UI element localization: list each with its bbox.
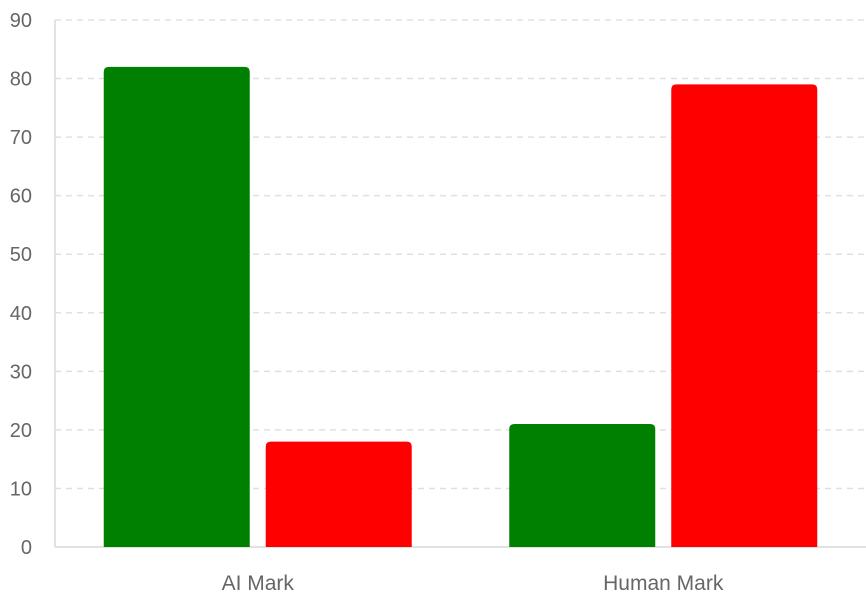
bar-ai-mark-series-2 bbox=[265, 441, 412, 547]
y-tick-label: 60 bbox=[10, 186, 32, 208]
y-tick-label: 10 bbox=[10, 478, 32, 500]
y-tick-label: 70 bbox=[10, 127, 32, 149]
bar-ai-mark-series-1 bbox=[103, 66, 250, 547]
y-axis-tick-labels: 0 10 20 30 40 50 60 70 80 90 bbox=[10, 10, 32, 559]
bars bbox=[103, 66, 818, 548]
y-tick-label: 30 bbox=[10, 361, 32, 383]
x-category-label: AI Mark bbox=[222, 572, 295, 595]
y-tick-label: 50 bbox=[10, 244, 32, 266]
y-tick-label: 20 bbox=[10, 420, 32, 442]
x-axis-tick-labels: AI Mark Human Mark bbox=[222, 572, 724, 595]
y-tick-label: 0 bbox=[21, 537, 32, 559]
bar-human-mark-series-1 bbox=[509, 424, 656, 547]
y-tick-label: 90 bbox=[10, 10, 32, 32]
y-tick-label: 80 bbox=[10, 69, 32, 91]
y-tick-label: 40 bbox=[10, 303, 32, 325]
x-category-label: Human Mark bbox=[603, 572, 724, 595]
bar-human-mark-series-2 bbox=[671, 84, 818, 548]
